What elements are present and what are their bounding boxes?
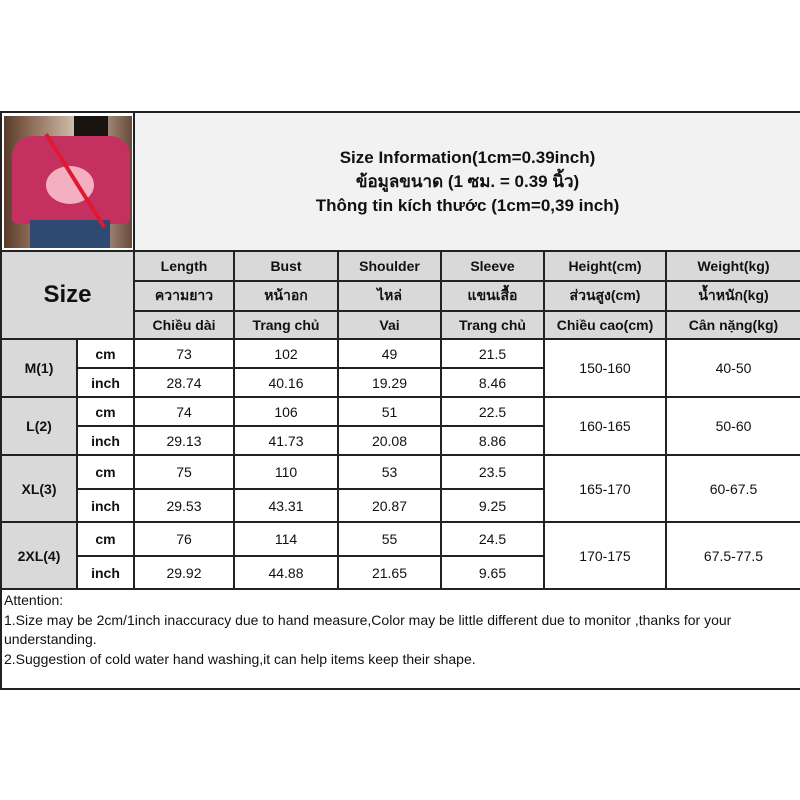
measure-cell: 20.87 <box>337 488 442 523</box>
column-header-vi: Cân nặng(kg) <box>665 310 800 340</box>
size-label: L(2) <box>0 396 78 456</box>
size-chart: Size Information(1cm=0.39inch) ข้อมูลขนา… <box>0 111 800 690</box>
column-header-vi: Chiều dài <box>133 310 235 340</box>
measure-cell: 28.74 <box>133 367 235 398</box>
size-header: Size <box>0 250 135 340</box>
measure-cell: 53 <box>337 454 442 490</box>
weight-cell: 67.5-77.5 <box>665 521 800 590</box>
measure-cell: 23.5 <box>440 454 545 490</box>
measure-cell: 40.16 <box>233 367 339 398</box>
size-table: Size Information(1cm=0.39inch) ข้อมูลขนา… <box>0 111 800 690</box>
column-header-en: Weight(kg) <box>665 250 800 282</box>
measure-cell: 106 <box>233 396 339 427</box>
column-header-th: น้ำหนัก(kg) <box>665 280 800 312</box>
height-cell: 170-175 <box>543 521 667 590</box>
column-header-vi: Trang chủ <box>233 310 339 340</box>
measure-cell: 73 <box>133 338 235 369</box>
column-header-th: ไหล่ <box>337 280 442 312</box>
attention-notes: Attention: 1.Size may be 2cm/1inch inacc… <box>0 588 800 690</box>
measure-cell: 24.5 <box>440 521 545 557</box>
measure-cell: 44.88 <box>233 555 339 590</box>
title-block: Size Information(1cm=0.39inch) ข้อมูลขนา… <box>133 111 800 252</box>
table-row: XL(3) cm 75 110 53 23.5 165-170 60-67.5 <box>0 454 800 523</box>
table-row: inch 29.92 44.88 21.65 9.65 <box>1 555 800 590</box>
measure-cell: 41.73 <box>233 425 339 456</box>
measure-cell: 29.13 <box>133 425 235 456</box>
measure-cell: 110 <box>233 454 339 490</box>
measure-cell: 29.53 <box>133 488 235 523</box>
weight-cell: 40-50 <box>665 338 800 398</box>
unit-label: cm <box>76 396 135 427</box>
column-header-th: แขนเสื้อ <box>440 280 545 312</box>
size-label: XL(3) <box>0 454 78 523</box>
measure-cell: 49 <box>337 338 442 369</box>
product-photo <box>0 111 135 252</box>
attention-heading: Attention: <box>4 592 64 608</box>
table-row: M(1) cm 73 102 49 21.5 150-160 40-50 <box>0 338 800 398</box>
weight-cell: 60-67.5 <box>665 454 800 523</box>
unit-label: cm <box>76 521 135 557</box>
column-header-th: หน้าอก <box>233 280 339 312</box>
column-header-en: Shoulder <box>337 250 442 282</box>
measure-cell: 114 <box>233 521 339 557</box>
table-row: inch 29.13 41.73 20.08 8.86 <box>1 425 800 456</box>
measure-cell: 8.46 <box>440 367 545 398</box>
height-cell: 160-165 <box>543 396 667 456</box>
column-header-vi: Vai <box>337 310 442 340</box>
weight-cell: 50-60 <box>665 396 800 456</box>
title-vi: Thông tin kích thước (1cm=0,39 inch) <box>315 195 620 215</box>
measure-cell: 75 <box>133 454 235 490</box>
table-row: inch 28.74 40.16 19.29 8.46 <box>1 367 800 398</box>
column-header-th: ส่วนสูง(cm) <box>543 280 667 312</box>
measure-cell: 102 <box>233 338 339 369</box>
unit-label: inch <box>76 425 135 456</box>
unit-label: cm <box>76 454 135 490</box>
size-label: 2XL(4) <box>0 521 78 590</box>
attention-line-2: 2.Suggestion of cold water hand washing,… <box>4 650 476 667</box>
measure-cell: 51 <box>337 396 442 427</box>
measure-cell: 20.08 <box>337 425 442 456</box>
measure-cell: 22.5 <box>440 396 545 427</box>
column-header-th: ความยาว <box>133 280 235 312</box>
unit-label: inch <box>76 555 135 590</box>
table-row: inch 29.53 43.31 20.87 9.25 <box>1 488 800 523</box>
column-header-vi: Chiều cao(cm) <box>543 310 667 340</box>
attention-line-1: 1.Size may be 2cm/1inch inaccuracy due t… <box>4 611 732 648</box>
table-row: 2XL(4) cm 76 114 55 24.5 170-175 67.5-77.5 <box>0 521 800 590</box>
column-header-en: Bust <box>233 250 339 282</box>
measure-cell: 55 <box>337 521 442 557</box>
height-cell: 150-160 <box>543 338 667 398</box>
measure-cell: 9.25 <box>440 488 545 523</box>
column-header-en: Length <box>133 250 235 282</box>
column-header-en: Height(cm) <box>543 250 667 282</box>
unit-label: inch <box>76 367 135 398</box>
size-label: M(1) <box>0 338 78 398</box>
measure-cell: 21.65 <box>337 555 442 590</box>
unit-label: cm <box>76 338 135 369</box>
measure-cell: 21.5 <box>440 338 545 369</box>
measure-cell: 74 <box>133 396 235 427</box>
measure-cell: 19.29 <box>337 367 442 398</box>
column-header-en: Sleeve <box>440 250 545 282</box>
column-header-vi: Trang chủ <box>440 310 545 340</box>
height-cell: 165-170 <box>543 454 667 523</box>
unit-label: inch <box>76 488 135 523</box>
measure-cell: 9.65 <box>440 555 545 590</box>
measure-cell: 29.92 <box>133 555 235 590</box>
measure-cell: 43.31 <box>233 488 339 523</box>
measure-cell: 76 <box>133 521 235 557</box>
title-en: Size Information(1cm=0.39inch) <box>339 147 596 167</box>
title-th: ข้อมูลขนาด (1 ซม. = 0.39 นิ้ว) <box>355 171 580 191</box>
measure-cell: 8.86 <box>440 425 545 456</box>
table-row: L(2) cm 74 106 51 22.5 160-165 50-60 <box>0 396 800 456</box>
